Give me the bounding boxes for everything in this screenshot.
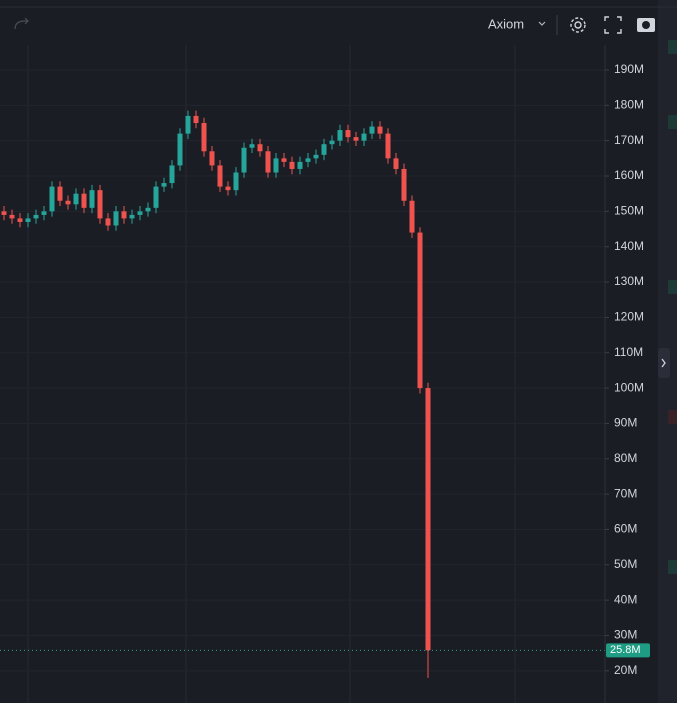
gear-inner [574, 21, 582, 29]
candle-body [185, 115, 191, 134]
candle-body [193, 115, 199, 123]
candle-body [289, 161, 295, 169]
toolbar: Axiom [0, 0, 677, 45]
y-tick-label: 60M [614, 522, 637, 536]
candle-body [409, 200, 415, 233]
candle-body [169, 165, 175, 184]
vertical-grid [27, 45, 516, 703]
candle-body [385, 133, 391, 159]
y-tick-label: 170M [614, 133, 644, 147]
y-tick-label: 140M [614, 239, 644, 253]
side-block [668, 560, 677, 574]
candle-body [233, 172, 239, 191]
chevron-icon [661, 358, 666, 368]
candle-body [161, 183, 167, 187]
gear-outer [570, 17, 586, 33]
plot [0, 69, 605, 678]
y-tick-label: 80M [614, 451, 637, 465]
side-block [668, 280, 677, 294]
y-tick-label: 70M [614, 486, 637, 500]
candle-body [209, 151, 215, 166]
candle-body [121, 211, 127, 219]
candle-body [49, 186, 55, 212]
fullscreen-icon[interactable] [604, 16, 622, 34]
side-block [668, 40, 677, 54]
candle-body [25, 218, 31, 222]
candle-body [105, 218, 111, 226]
candle-body [153, 186, 159, 208]
side-block [668, 410, 677, 424]
y-tick-label: 130M [614, 274, 644, 288]
candle-body [129, 214, 135, 219]
y-tick-label: 100M [614, 380, 644, 394]
candle-body [241, 147, 247, 173]
layout-name[interactable]: Axiom [488, 16, 524, 31]
candle-body [321, 144, 327, 155]
candle-body [361, 133, 367, 141]
candle-body [217, 165, 223, 187]
candle-body [57, 186, 63, 201]
last-price-label: 25.8M [610, 644, 641, 656]
candle-body [297, 161, 303, 169]
candle-body [305, 158, 311, 162]
y-tick-label: 110M [614, 345, 643, 359]
candle-body [9, 214, 15, 219]
camera-lens [642, 21, 650, 29]
candle-body [393, 158, 399, 169]
y-tick-label: 40M [614, 592, 637, 606]
candle-body [33, 214, 39, 219]
y-tick-label: 90M [614, 416, 637, 430]
candle-body [177, 133, 183, 166]
y-tick-label: 150M [614, 204, 644, 218]
candle-body [249, 144, 255, 148]
candle-body [369, 126, 375, 134]
expand-tab[interactable] [658, 348, 670, 378]
candle-body [113, 211, 119, 226]
candle-body [145, 207, 151, 212]
candle-body [97, 190, 103, 219]
candle-body [137, 211, 143, 215]
last-price-box [606, 643, 650, 658]
settings-icon[interactable] [570, 17, 586, 33]
candle-body [425, 388, 431, 651]
side-block [668, 115, 677, 129]
candle-body [65, 200, 71, 205]
candle-body [41, 211, 47, 215]
candle-body [225, 186, 231, 191]
candle-body [313, 154, 319, 159]
candle-body [1, 211, 7, 215]
y-tick-label: 50M [614, 557, 637, 571]
candle-body [377, 126, 383, 134]
candle-body [201, 122, 207, 152]
candle-body [281, 158, 287, 162]
candle-body [89, 190, 95, 208]
y-tick-label: 30M [614, 628, 637, 642]
y-tick-label: 180M [614, 97, 644, 111]
candle-body [81, 193, 87, 208]
candle-body [353, 137, 359, 141]
candle-body [257, 144, 263, 152]
candle-body [401, 168, 407, 201]
y-tick-label: 190M [614, 62, 644, 76]
y-tick-label: 20M [614, 663, 637, 677]
y-tick-label: 120M [614, 310, 644, 324]
candle-body [329, 140, 335, 145]
candle-body [73, 193, 79, 205]
side-strip [658, 0, 677, 703]
candle-body [17, 218, 23, 222]
dropdown-icon[interactable] [538, 21, 546, 26]
candle-body [417, 232, 423, 389]
y-tick-label: 160M [614, 168, 644, 182]
redo-icon[interactable] [14, 17, 29, 30]
candle-body [337, 130, 343, 141]
candle-body [265, 151, 271, 173]
candle-body [273, 158, 279, 173]
candle-body [345, 130, 351, 138]
screenshot-icon[interactable] [637, 18, 655, 32]
